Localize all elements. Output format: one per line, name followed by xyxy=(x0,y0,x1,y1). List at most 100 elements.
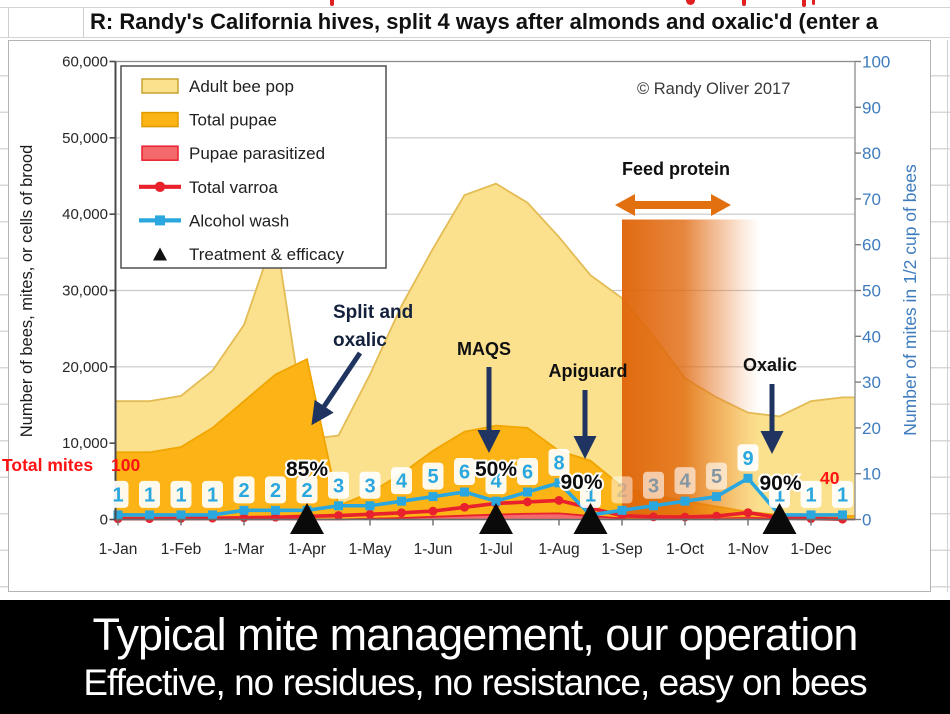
wash-label: 2 xyxy=(270,480,281,502)
wash-label: 1 xyxy=(175,484,186,506)
wash-label: 3 xyxy=(364,475,375,497)
varroa-marker xyxy=(397,508,406,518)
legend-label-4: Alcohol wash xyxy=(189,211,289,230)
wash-label-box xyxy=(454,458,475,486)
efficacy-label: 90% xyxy=(759,472,801,495)
feed-protein-double-arrow-icon xyxy=(615,194,731,216)
clipped-red-text-marks xyxy=(742,0,746,6)
mite-management-chart: 0 10,000 20,000 30,000 40,000 50,000 60,000 0 10… xyxy=(2,40,931,592)
left-axis-title: Number of bees, mites, or cells of brood xyxy=(18,145,36,438)
wash-marker xyxy=(145,510,154,520)
wash-label-box xyxy=(832,480,853,508)
x-tick-label: 1-Dec xyxy=(790,541,832,558)
wash-label: 6 xyxy=(522,462,533,484)
clipped-red-text-marks xyxy=(330,0,334,6)
wash-label: 5 xyxy=(427,466,438,488)
total-mites-end-value: 40 xyxy=(820,468,840,488)
copyright-note: © Randy Oliver 2017 xyxy=(637,80,790,98)
wash-label: 4 xyxy=(490,471,502,493)
right-tick-label: 30 xyxy=(862,373,881,392)
right-tick-label: 60 xyxy=(862,236,881,255)
wash-label-box xyxy=(265,476,286,504)
wash-marker xyxy=(554,478,564,488)
caption-banner: Typical mite management, our operation E… xyxy=(0,600,950,714)
legend-swatch-0 xyxy=(141,78,179,94)
varroa-marker xyxy=(743,508,753,518)
wash-label-box xyxy=(800,480,822,508)
x-tick-label: 1-Jan xyxy=(99,541,138,558)
left-tick-label: 40,000 xyxy=(62,206,108,223)
treatment-triangle xyxy=(479,503,513,534)
wash-marker xyxy=(680,496,690,506)
wash-marker xyxy=(838,510,847,520)
line-alcohol-wash xyxy=(118,475,843,517)
annotation-split-oxalic: Split and xyxy=(333,302,413,323)
split-arrow-icon xyxy=(311,351,363,426)
wash-label-box xyxy=(139,480,160,508)
efficacy-label: 85% xyxy=(286,458,328,481)
treatment-triangle xyxy=(573,503,608,534)
varroa-marker xyxy=(523,497,532,507)
wash-label-box xyxy=(107,480,129,508)
alcohol-wash-value-labels: 1 1 1 1 2 2 2 3 3 4 5 6 4 6 81 2 3 4 591 1 1 xyxy=(107,444,853,508)
varroa-marker xyxy=(460,502,469,512)
wash-label: 1 xyxy=(144,484,155,506)
wash-marker xyxy=(491,496,501,506)
efficacy-label: 90% xyxy=(560,471,602,494)
wash-label: 4 xyxy=(679,471,691,493)
x-tick-label: 1-Apr xyxy=(288,541,326,558)
varroa-marker xyxy=(334,511,343,520)
right-tick-label: 80 xyxy=(862,144,881,163)
total-mites-start-value: 100 xyxy=(111,455,140,475)
left-tick-label: 10,000 xyxy=(62,435,108,452)
spreadsheet-gridline xyxy=(0,37,950,38)
spreadsheet-gridline xyxy=(0,7,950,8)
treatment-efficacy-labels: 85% 50% 90% 90% xyxy=(284,456,804,497)
wash-label-box xyxy=(328,471,349,499)
wash-label-box xyxy=(611,476,633,504)
wash-label-box xyxy=(674,467,696,495)
treatment-triangle xyxy=(290,503,324,534)
legend-label-5: Treatment & efficacy xyxy=(189,245,344,264)
area-pupae-parasitized xyxy=(115,513,855,520)
right-tick-label: 50 xyxy=(862,282,881,301)
x-tick-label: 1-Jun xyxy=(414,541,453,558)
varroa-marker xyxy=(428,506,438,516)
legend-swatch-1 xyxy=(141,111,179,128)
caption-line-2: Effective, no residues, no resistance, e… xyxy=(83,662,867,703)
left-tick-label: 0 xyxy=(100,512,108,529)
spreadsheet-right-strip xyxy=(931,40,950,592)
spreadsheet-gridline xyxy=(8,7,9,38)
line-total-varroa xyxy=(117,498,843,521)
wash-label: 1 xyxy=(207,484,218,506)
wash-label: 2 xyxy=(301,480,312,502)
wash-label-box xyxy=(202,480,223,508)
wash-label-box xyxy=(548,448,570,476)
wash-label: 3 xyxy=(648,475,659,497)
wash-label-box xyxy=(769,480,790,508)
wash-label: 1 xyxy=(112,484,123,506)
clipped-red-text-marks xyxy=(686,0,695,5)
wash-label-box xyxy=(643,471,664,499)
x-tick-label: 1-Jul xyxy=(479,541,513,558)
wash-label: 2 xyxy=(616,480,627,502)
spreadsheet-left-strip xyxy=(0,40,8,592)
wash-marker xyxy=(365,501,375,511)
legend-box xyxy=(120,65,387,269)
legend-label-3: Total varroa xyxy=(189,178,278,197)
wash-marker xyxy=(208,510,217,520)
left-tick-label: 20,000 xyxy=(62,359,108,376)
wash-label-box xyxy=(391,467,412,495)
wash-marker xyxy=(176,510,186,520)
clipped-red-text-marks xyxy=(812,0,815,5)
right-tick-label: 10 xyxy=(862,465,881,484)
x-tick-label: 1-Oct xyxy=(666,541,705,558)
varroa-marker xyxy=(554,496,564,505)
right-tick-label: 70 xyxy=(862,190,881,209)
clipped-red-text-marks xyxy=(802,0,806,7)
efficacy-label: 50% xyxy=(475,458,517,481)
wash-label: 1 xyxy=(774,484,785,506)
wash-label-box xyxy=(359,471,381,499)
x-tick-label: 1-Feb xyxy=(161,541,202,558)
wash-label: 1 xyxy=(837,484,848,506)
